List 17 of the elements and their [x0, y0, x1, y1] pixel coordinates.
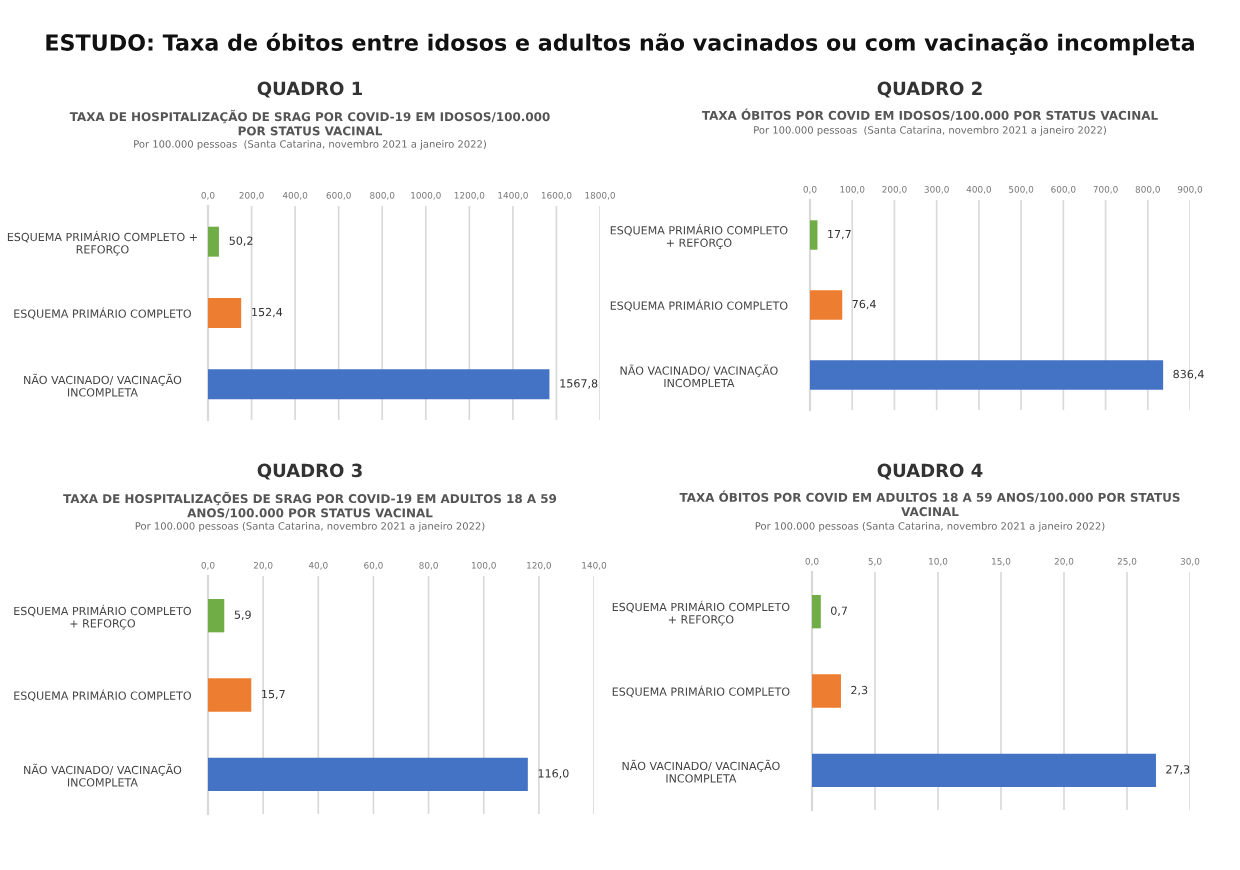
bar — [812, 753, 1156, 787]
chart-title: QUADRO 4 — [877, 463, 983, 480]
bar — [208, 678, 252, 712]
bar — [810, 220, 818, 250]
bar — [208, 599, 225, 633]
bar — [812, 674, 841, 708]
bar — [208, 757, 528, 791]
chart-title: QUADRO 2 — [877, 81, 982, 98]
bar — [208, 226, 219, 257]
bar — [208, 369, 550, 400]
bar — [810, 360, 1164, 390]
bar — [812, 595, 821, 629]
chart-title: QUADRO 1 — [257, 81, 363, 98]
text: ESTUDO: Taxa de óbitos entre idosos e adultos não vacinados ou com vacinação incompleta — [46, 32, 1194, 56]
chart-title: QUADRO 3 — [257, 463, 362, 480]
bar — [208, 298, 242, 328]
bar — [810, 290, 843, 320]
